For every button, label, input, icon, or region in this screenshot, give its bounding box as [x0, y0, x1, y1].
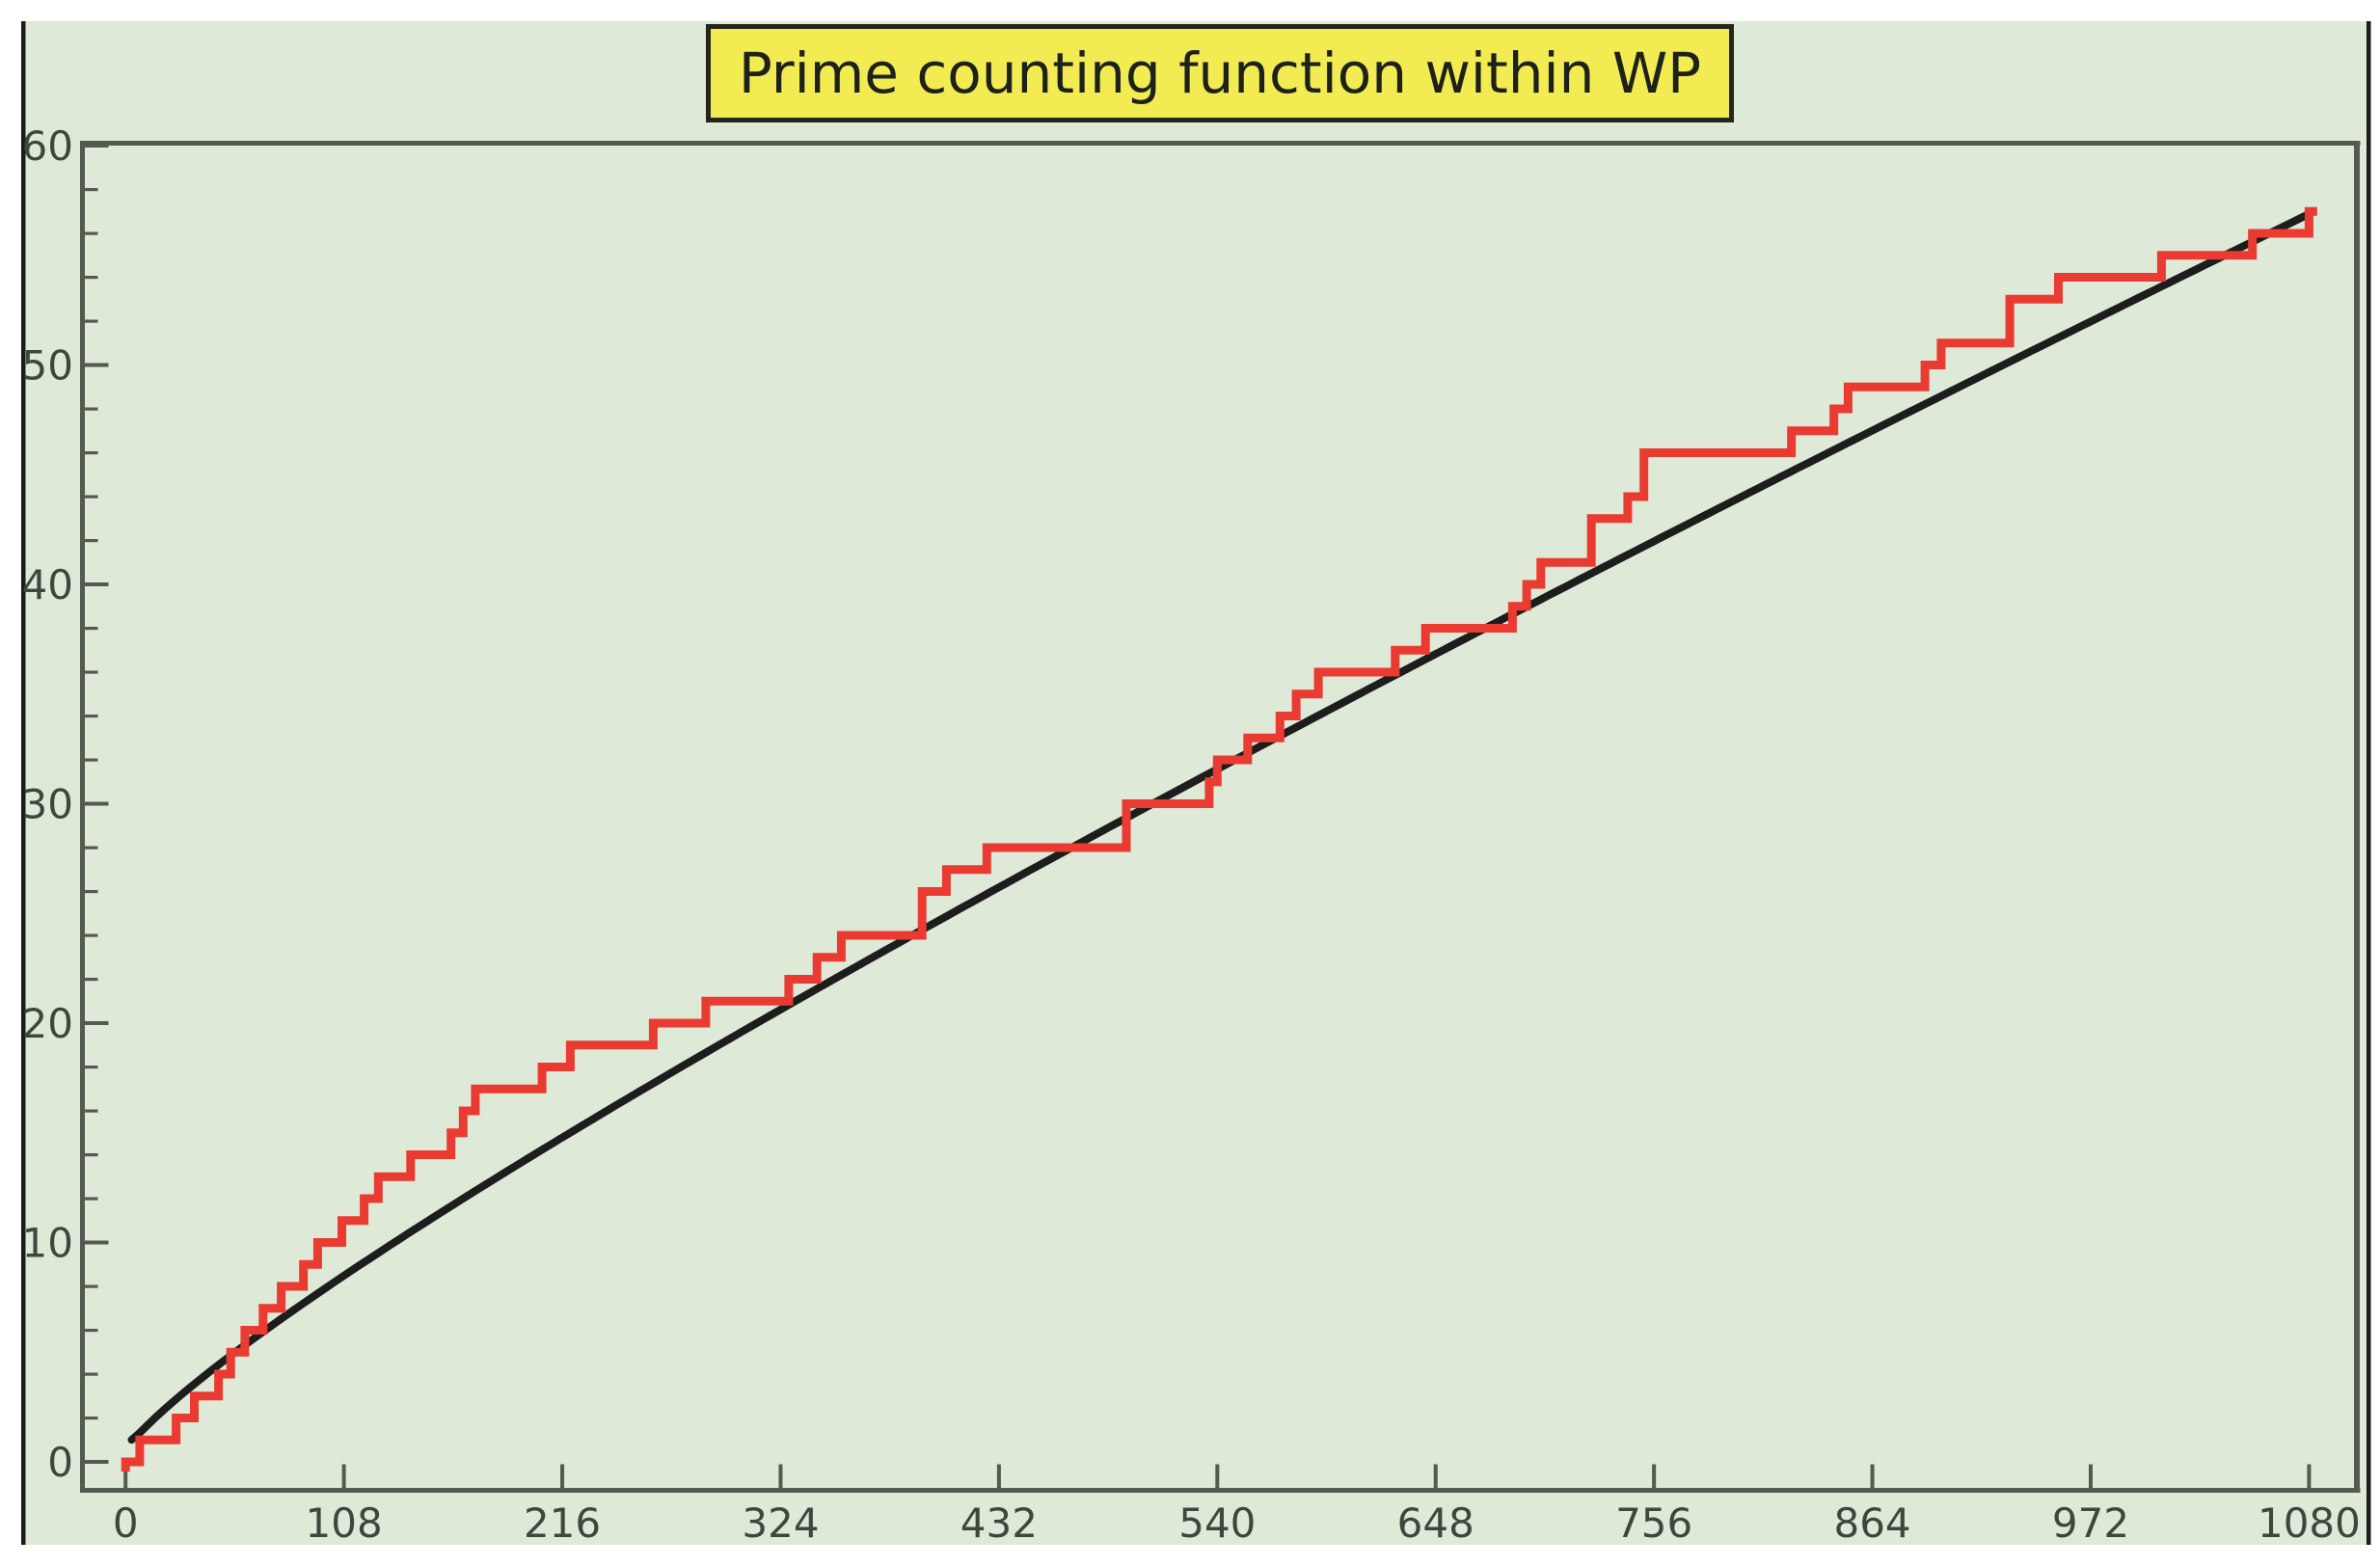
- y-tick-label: 0: [47, 1439, 73, 1486]
- y-minor-tick: [82, 933, 98, 937]
- y-minor-tick: [82, 188, 98, 192]
- x-tick: [123, 1464, 128, 1491]
- y-minor-tick: [82, 407, 98, 411]
- x-tick: [1652, 1464, 1657, 1491]
- y-tick-label: 20: [22, 1000, 73, 1047]
- y-minor-tick: [82, 627, 98, 631]
- x-tick: [996, 1464, 1001, 1491]
- top-spine: [80, 141, 2361, 146]
- left-spine: [80, 141, 85, 1493]
- x-tick: [1215, 1464, 1220, 1491]
- y-tick-label: 10: [22, 1220, 73, 1267]
- left-edge-line: [21, 21, 26, 1545]
- x-tick-label: 324: [742, 1499, 819, 1547]
- y-minor-tick: [82, 1109, 98, 1113]
- right-spine: [2354, 141, 2360, 1493]
- right-edge-line: [2366, 21, 2371, 1545]
- step-series-path: [121, 206, 2317, 1472]
- y-minor-tick: [82, 1197, 98, 1201]
- y-minor-tick: [82, 451, 98, 455]
- y-tick-label: 60: [22, 122, 73, 170]
- x-tick: [341, 1464, 346, 1491]
- y-minor-tick: [82, 670, 98, 674]
- x-tick-label: 540: [1178, 1499, 1256, 1547]
- y-minor-tick: [82, 1372, 98, 1376]
- x-tick-label: 972: [2052, 1499, 2129, 1547]
- y-minor-tick: [82, 539, 98, 543]
- y-tick: [82, 363, 109, 367]
- y-minor-tick: [82, 319, 98, 323]
- x-tick-label: 756: [1615, 1499, 1692, 1547]
- y-minor-tick: [82, 978, 98, 982]
- y-tick: [82, 1460, 109, 1464]
- y-minor-tick: [82, 715, 98, 718]
- y-tick: [82, 144, 109, 148]
- y-minor-tick: [82, 1284, 98, 1288]
- y-minor-tick: [82, 231, 98, 235]
- x-tick: [2307, 1464, 2312, 1491]
- y-minor-tick: [82, 276, 98, 280]
- x-tick: [1870, 1464, 1875, 1491]
- y-tick-label: 40: [22, 561, 73, 608]
- x-tick-label: 432: [960, 1499, 1038, 1547]
- x-tick-label: 108: [306, 1499, 383, 1547]
- y-minor-tick: [82, 758, 98, 762]
- x-tick-label: 216: [524, 1499, 601, 1547]
- y-tick-label: 50: [22, 342, 73, 390]
- x-tick: [1433, 1464, 1438, 1491]
- y-tick-label: 30: [22, 781, 73, 828]
- x-tick-label: 0: [113, 1499, 139, 1547]
- x-tick-label: 1080: [2258, 1499, 2361, 1547]
- y-tick: [82, 801, 109, 806]
- bottom-spine: [80, 1488, 2361, 1493]
- y-tick: [82, 582, 109, 586]
- y-minor-tick: [82, 1329, 98, 1333]
- x-tick-label: 864: [1833, 1499, 1910, 1547]
- x-tick: [2088, 1464, 2093, 1491]
- y-tick: [82, 1021, 109, 1025]
- y-minor-tick: [82, 890, 98, 894]
- x-tick: [778, 1464, 783, 1491]
- y-minor-tick: [82, 1066, 98, 1069]
- x-tick: [560, 1464, 565, 1491]
- y-minor-tick: [82, 846, 98, 850]
- y-tick: [82, 1240, 109, 1245]
- y-minor-tick: [82, 1417, 98, 1420]
- chart-title: Prime counting function within WP: [738, 40, 1702, 106]
- y-minor-tick: [82, 1153, 98, 1157]
- chart-title-box: Prime counting function within WP: [706, 24, 1734, 122]
- y-minor-tick: [82, 495, 98, 499]
- x-tick-label: 648: [1397, 1499, 1474, 1547]
